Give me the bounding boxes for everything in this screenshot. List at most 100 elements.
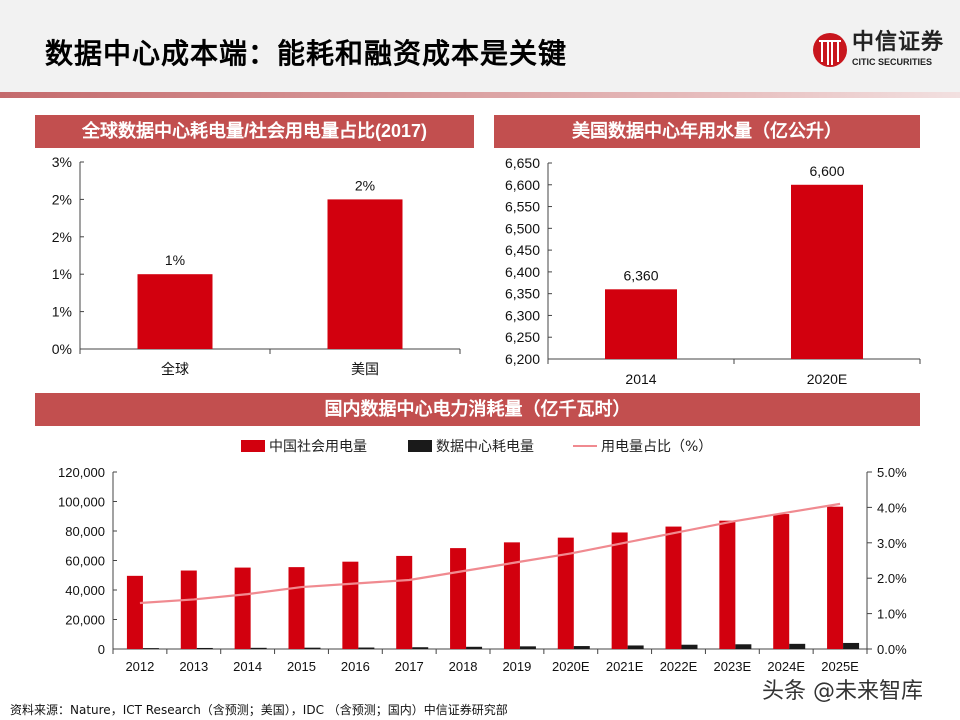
legend-item-dc: 数据中心耗电量 <box>408 436 534 456</box>
bar-dc-power <box>627 645 644 649</box>
y2-tick-label: 0.0% <box>877 642 907 657</box>
bar-dc-power <box>789 643 806 649</box>
y-tick-label: 6,200 <box>505 351 540 367</box>
y2-tick-label: 1.0% <box>877 607 907 622</box>
data-label: 2% <box>355 177 375 193</box>
bar-china-power <box>288 567 305 649</box>
bar-china-power <box>234 567 251 649</box>
bar-dc-power <box>358 647 375 649</box>
bar-china-power <box>611 532 628 649</box>
bar <box>137 274 213 349</box>
x-tick-label: 2012 <box>125 659 154 674</box>
bar-china-power <box>665 526 682 649</box>
x-tick-label: 2019 <box>502 659 531 674</box>
page-title: 数据中心成本端：能耗和融资成本是关键 <box>45 37 568 70</box>
y-tick-label: 20,000 <box>65 613 105 628</box>
bar-china-power <box>827 506 844 649</box>
bar-dc-power <box>304 647 321 649</box>
y-tick-label: 60,000 <box>65 554 105 569</box>
bar-china-power <box>719 520 736 649</box>
bar-china-power <box>557 537 574 649</box>
bar-china-power <box>773 514 790 649</box>
legend-item-china: 中国社会用电量 <box>241 436 367 456</box>
y-tick-label: 100,000 <box>58 495 105 510</box>
bar-dc-power <box>573 646 590 649</box>
bar-dc-power <box>466 646 483 649</box>
watermark: 头条 @未来智库 <box>762 679 923 704</box>
bar-dc-power <box>250 647 267 649</box>
x-tick-label: 2018 <box>449 659 478 674</box>
y-tick-label: 1% <box>52 266 72 282</box>
source-note: 资料来源：Nature，ICT Research（含预测；美国），IDC （含预… <box>10 703 508 717</box>
x-tick-label: 2021E <box>606 659 644 674</box>
y2-tick-label: 5.0% <box>877 465 907 480</box>
x-tick-label: 全球 <box>161 361 189 377</box>
y-tick-label: 6,400 <box>505 264 540 280</box>
bar-dc-power <box>843 642 860 649</box>
y2-tick-label: 3.0% <box>877 536 907 551</box>
bar-dc-power <box>412 647 429 649</box>
citic-logo-icon <box>813 33 847 67</box>
y-tick-label: 6,550 <box>505 199 540 215</box>
bar-china-power <box>503 542 520 649</box>
y-tick-label: 120,000 <box>58 465 105 480</box>
x-tick-label: 2020E <box>807 371 847 387</box>
y-tick-label: 80,000 <box>65 524 105 539</box>
x-tick-label: 2016 <box>341 659 370 674</box>
logo-en: CITIC SECURITIES <box>852 57 933 67</box>
legend-swatch <box>408 440 432 452</box>
x-tick-label: 2020E <box>552 659 590 674</box>
y2-tick-label: 2.0% <box>877 571 907 586</box>
y-tick-label: 1% <box>52 304 72 320</box>
bar-china-power <box>450 548 467 649</box>
legend-swatch <box>241 440 265 452</box>
bar <box>791 184 863 359</box>
y-tick-label: 6,450 <box>505 242 540 258</box>
chart3-title: 国内数据中心电力消耗量（亿千瓦时） <box>35 393 920 426</box>
bar-china-power <box>342 561 359 649</box>
y-tick-label: 2% <box>52 229 72 245</box>
y-tick-label: 2% <box>52 191 72 207</box>
x-tick-label: 2017 <box>395 659 424 674</box>
x-tick-label: 2015 <box>287 659 316 674</box>
ratio-line <box>139 502 841 605</box>
bar-dc-power <box>681 644 698 649</box>
legend-label: 中国社会用电量 <box>269 439 367 455</box>
data-label: 6,600 <box>809 163 844 179</box>
y-tick-label: 0 <box>98 642 105 657</box>
x-tick-label: 2022E <box>660 659 698 674</box>
bar <box>605 289 677 359</box>
logo-cn: 中信证券 <box>852 29 945 55</box>
x-tick-label: 2025E <box>821 659 859 674</box>
y-tick-label: 0% <box>52 341 72 357</box>
legend-label: 数据中心耗电量 <box>436 439 534 455</box>
y-tick-label: 6,300 <box>505 307 540 323</box>
x-tick-label: 2023E <box>714 659 752 674</box>
bar <box>327 199 403 349</box>
bar-china-power <box>126 575 143 649</box>
bar-dc-power <box>735 644 752 649</box>
x-tick-label: 2014 <box>625 371 656 387</box>
y-tick-label: 6,650 <box>505 155 540 171</box>
y-tick-label: 6,350 <box>505 286 540 302</box>
y2-tick-label: 4.0% <box>877 500 907 515</box>
y-tick-label: 3% <box>52 154 72 170</box>
y-tick-label: 6,500 <box>505 220 540 236</box>
legend-swatch <box>573 445 597 447</box>
citic-logo: 中信证券 CITIC SECURITIES <box>812 30 947 70</box>
data-label: 1% <box>165 252 185 268</box>
legend-label: 用电量占比（%） <box>601 439 713 455</box>
y-tick-label: 6,250 <box>505 329 540 345</box>
bar-dc-power <box>519 646 536 649</box>
legend-item-ratio: 用电量占比（%） <box>573 436 712 456</box>
x-tick-label: 2024E <box>767 659 805 674</box>
chart1-title: 全球数据中心耗电量/社会用电量占比(2017) <box>35 115 474 148</box>
header-bar <box>0 0 960 92</box>
bar-china-power <box>396 555 413 649</box>
x-tick-label: 2014 <box>233 659 262 674</box>
bar-dc-power <box>196 647 213 649</box>
data-label: 6,360 <box>623 267 658 283</box>
chart2-title: 美国数据中心年用水量（亿公升） <box>494 115 920 148</box>
x-tick-label: 美国 <box>351 361 379 377</box>
